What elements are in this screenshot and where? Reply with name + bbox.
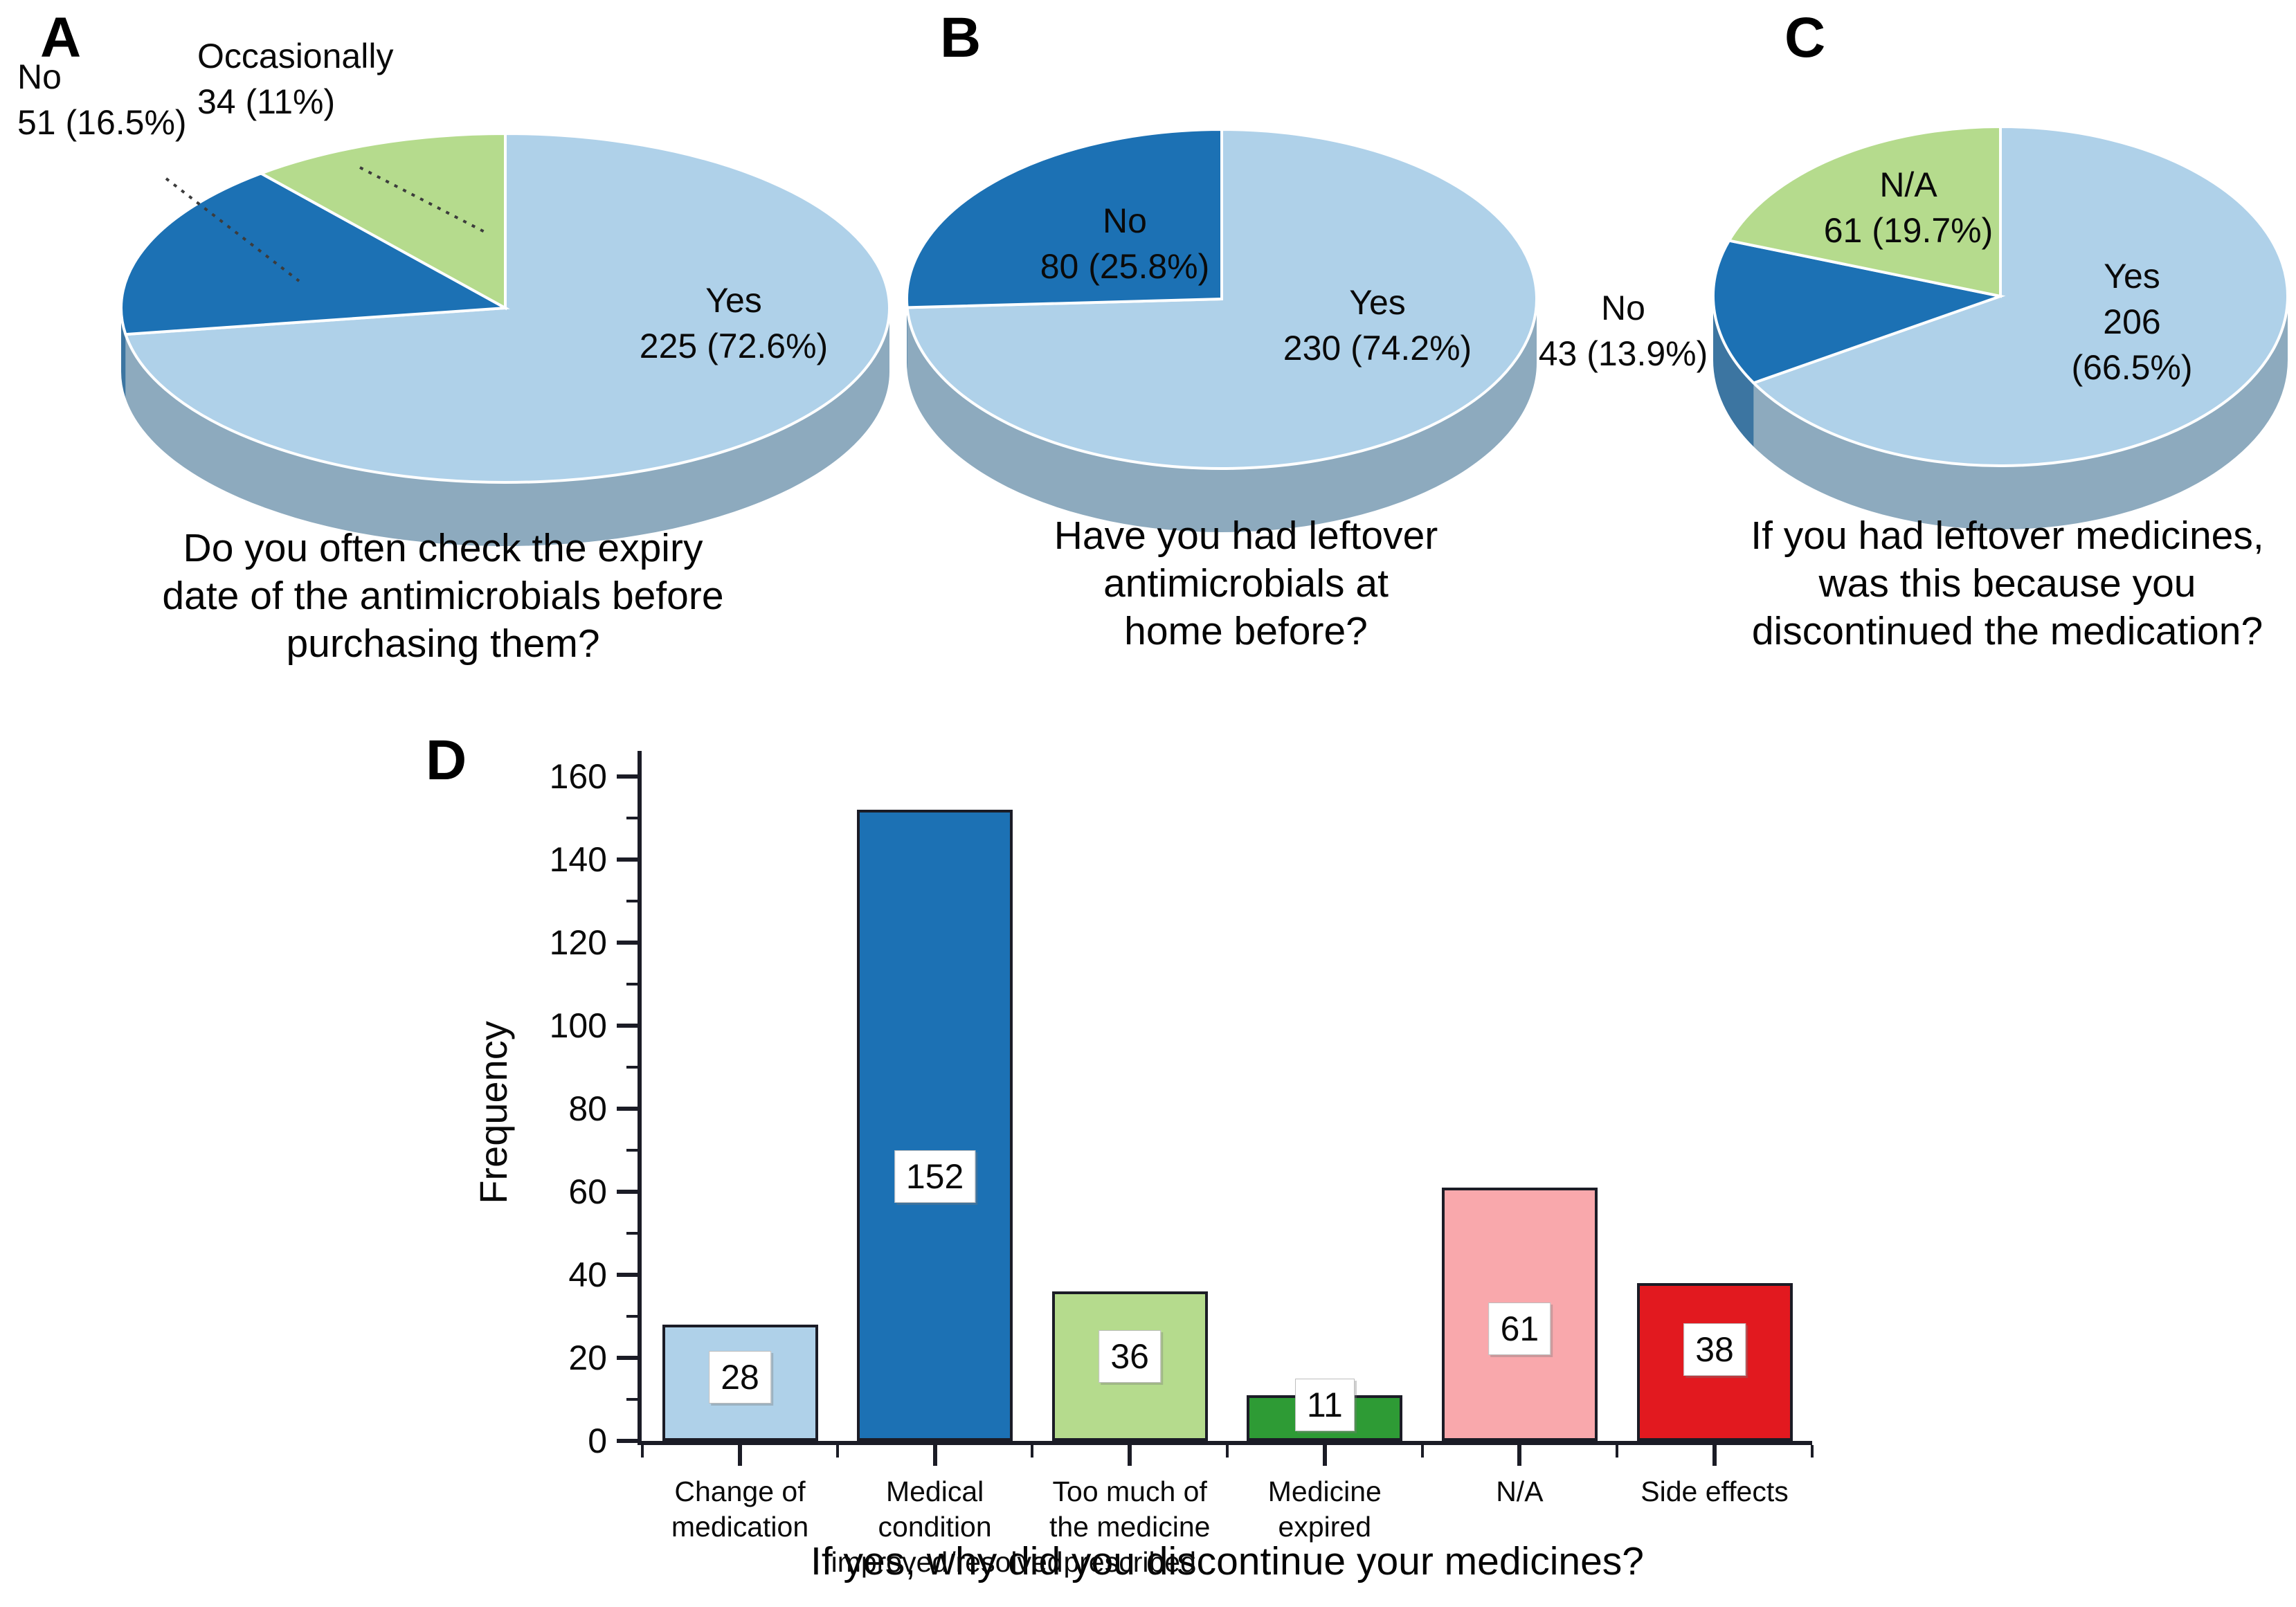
y-minor-tick (626, 1232, 638, 1235)
bar-value-label: 38 (1683, 1323, 1746, 1376)
pie-b-caption: Have you had leftover antimicrobials at … (1054, 514, 1438, 653)
x-major-tick (1128, 1445, 1132, 1466)
x-category-label: Too much of the medicine prescribed (1049, 1476, 1211, 1578)
y-minor-tick (626, 1149, 638, 1152)
x-axis-line (638, 1441, 1812, 1445)
y-major-tick (617, 1190, 638, 1194)
pie-a-occasionally-label: Occasionally 34 (11%) (197, 37, 394, 121)
y-major-tick (617, 1356, 638, 1360)
pie-c-yes-label: Yes 206 (66.5%) (2071, 257, 2193, 387)
y-tick-label: 140 (549, 840, 607, 879)
bar-value-label: 28 (709, 1351, 771, 1404)
y-axis-line (638, 751, 642, 1445)
pie-c-slice-yes (1751, 125, 2289, 467)
y-minor-tick (626, 983, 638, 986)
y-major-tick (617, 1024, 638, 1028)
x-major-tick (1712, 1445, 1717, 1466)
y-major-tick (617, 1107, 638, 1111)
y-minor-tick (626, 1315, 638, 1318)
pie-a-slice-no (120, 172, 510, 336)
pie-b-slice-no (905, 127, 1223, 309)
pie-a-side-wall (121, 308, 126, 399)
y-tick-label: 100 (549, 1006, 607, 1045)
pie-a-slice-occasionally (257, 131, 507, 311)
x-major-tick (738, 1445, 742, 1466)
x-major-tick (1517, 1445, 1522, 1466)
pie-c-side-wall (1713, 296, 1754, 447)
x-category-label: Medical condition improved/resolved (831, 1476, 1063, 1578)
x-minor-tick (835, 1445, 839, 1458)
x-category-label: Side effects (1640, 1476, 1789, 1507)
x-major-tick (932, 1445, 937, 1466)
y-tick-label: 0 (588, 1422, 607, 1460)
pie-c-side-wall (1753, 296, 2288, 529)
y-minor-tick (626, 1066, 638, 1069)
x-category-label: N/A (1496, 1476, 1544, 1507)
y-major-tick (617, 857, 638, 862)
y-major-tick (617, 1273, 638, 1277)
y-major-tick (617, 774, 638, 779)
x-category-label: Change of medication (671, 1476, 809, 1543)
pie-a-yes-label: Yes 225 (72.6%) (639, 281, 829, 365)
x-minor-tick (1420, 1445, 1424, 1458)
x-minor-tick (1226, 1445, 1229, 1458)
pie-c-caption: If you had leftover medicines, was this … (1751, 514, 2264, 653)
y-major-tick (617, 1439, 638, 1443)
y-tick-label: 120 (549, 923, 607, 962)
bar-chart-x-title: If yes, why did you discontinue your med… (811, 1539, 1644, 1583)
x-minor-tick (1031, 1445, 1034, 1458)
y-tick-label: 20 (568, 1338, 607, 1377)
bar-value-label: 61 (1488, 1302, 1551, 1355)
bar-value-label: 36 (1099, 1330, 1161, 1383)
y-tick-label: 80 (568, 1089, 607, 1128)
bar-value-label: 152 (894, 1150, 976, 1203)
y-minor-tick (626, 817, 638, 819)
panel-letter-d: D (426, 729, 467, 792)
y-minor-tick (626, 1398, 638, 1401)
pie-c-na-label: N/A 61 (19.7%) (1823, 165, 1994, 250)
x-category-label: Medicine expired (1267, 1476, 1382, 1543)
pie-b-side-wall (907, 299, 1537, 533)
x-minor-tick (1810, 1445, 1814, 1458)
x-minor-tick (641, 1445, 644, 1458)
bar-2 (857, 810, 1013, 1441)
bar-value-label: 11 (1294, 1379, 1355, 1431)
pie-a-occasionally-leader-line (359, 166, 485, 233)
y-tick-label: 40 (568, 1255, 607, 1294)
pie-a-no-label: No 51 (16.5%) (17, 57, 187, 142)
pie-b-no-label: No 80 (25.8%) (1040, 201, 1210, 286)
x-minor-tick (1616, 1445, 1619, 1458)
y-minor-tick (626, 900, 638, 902)
pie-c-no-label: No 43 (13.9%) (1538, 289, 1708, 373)
x-major-tick (1322, 1445, 1327, 1466)
y-tick-label: 160 (549, 757, 607, 796)
pie-b-yes-label: Yes 230 (74.2%) (1283, 283, 1472, 367)
panel-letter-c: C (1784, 6, 1826, 69)
pie-a-caption: Do you often check the expiry date of th… (162, 526, 724, 666)
pie-c-slice-n-a (1726, 125, 2002, 298)
pie-a-side-wall (125, 308, 890, 547)
panel-letter-b: B (940, 6, 982, 69)
pie-c-slice-no (1712, 239, 2006, 385)
panel-letter-a: A (40, 6, 82, 69)
y-major-tick (617, 941, 638, 945)
y-tick-label: 60 (568, 1172, 607, 1211)
